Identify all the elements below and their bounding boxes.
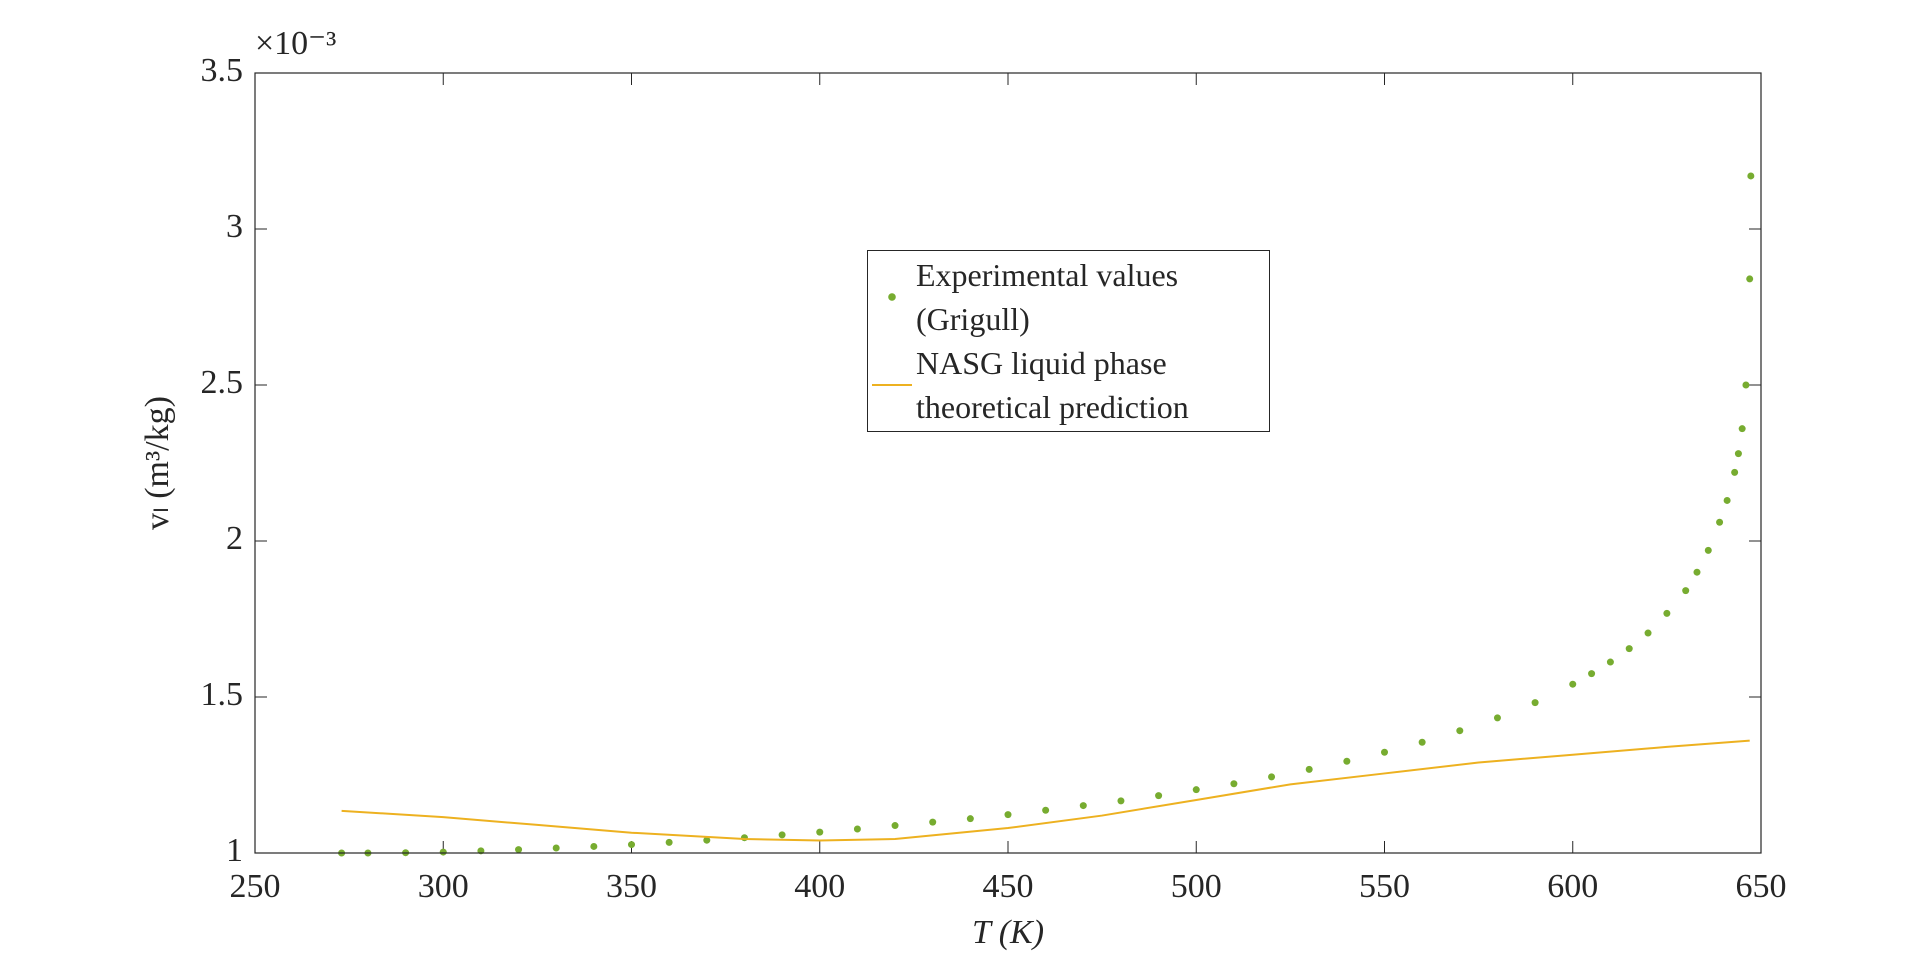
legend-entry: NASG liquid phase theoretical prediction	[868, 341, 1269, 429]
axes-box	[254, 72, 1762, 854]
point	[1606, 658, 1614, 666]
x-tick-label: 650	[1736, 868, 1787, 905]
legend-label: Experimental values (Grigull)	[916, 257, 1179, 337]
legend-entry: Experimental values (Grigull)	[868, 253, 1269, 341]
y-tick-label: 2	[226, 520, 243, 557]
x-tick-label: 600	[1547, 868, 1598, 905]
x-axis-label: T (K)	[972, 914, 1044, 951]
point	[1117, 797, 1125, 805]
point	[1734, 450, 1742, 458]
point	[1742, 381, 1750, 389]
x-tick-label: 350	[606, 868, 657, 905]
point	[515, 846, 523, 854]
legend-symbol	[872, 384, 912, 386]
legend: Experimental values (Grigull) NASG liquid…	[867, 250, 1270, 432]
point	[1738, 425, 1746, 433]
point	[590, 842, 598, 850]
point	[1079, 802, 1087, 810]
point	[665, 838, 673, 846]
legend-label: NASG liquid phase theoretical prediction	[916, 345, 1189, 425]
point	[740, 834, 748, 842]
point	[1531, 699, 1539, 707]
point	[816, 828, 824, 836]
plot-area	[255, 73, 1761, 853]
point	[1716, 518, 1724, 526]
point	[929, 818, 937, 826]
point	[1456, 727, 1464, 735]
point	[1731, 468, 1739, 476]
point	[1493, 714, 1501, 722]
point	[1746, 275, 1754, 283]
line	[341, 739, 1750, 842]
point	[1418, 738, 1426, 746]
y-tick-label: 1	[226, 832, 243, 869]
point	[1704, 546, 1712, 554]
point	[1343, 757, 1351, 765]
y-tick-label: 3.5	[201, 52, 244, 89]
point	[552, 844, 560, 852]
point	[1663, 609, 1671, 617]
point	[1747, 172, 1755, 180]
point	[628, 841, 635, 849]
point	[1305, 765, 1313, 773]
x-tick-label: 550	[1359, 868, 1410, 905]
y-tick-label: 3	[226, 208, 243, 245]
point	[853, 825, 861, 833]
point	[1682, 587, 1690, 595]
y-axis-label: vₗ (m³/kg)	[139, 396, 176, 530]
point	[703, 836, 711, 844]
y-tick-label: 1.5	[201, 676, 244, 713]
point	[439, 848, 447, 856]
y-multiplier: ×10⁻³	[255, 25, 336, 62]
x-tick-label: 500	[1171, 868, 1222, 905]
point	[966, 815, 974, 823]
x-tick-label: 250	[230, 868, 281, 905]
x-tick-label: 450	[983, 868, 1034, 905]
legend-symbol	[868, 287, 916, 307]
point	[1192, 786, 1200, 794]
point	[1693, 568, 1701, 576]
point	[778, 831, 786, 839]
point	[891, 822, 899, 830]
point	[1588, 670, 1596, 678]
y-tick-label: 2.5	[201, 364, 244, 401]
x-tick-label: 400	[794, 868, 845, 905]
x-tick-label: 300	[418, 868, 469, 905]
point	[1644, 629, 1652, 637]
point	[1569, 680, 1577, 688]
point	[1042, 806, 1050, 814]
point	[1268, 773, 1276, 781]
point	[1625, 645, 1633, 653]
point	[1004, 811, 1012, 819]
point	[1723, 496, 1731, 504]
point	[1381, 748, 1388, 756]
point	[1155, 792, 1163, 800]
point	[1230, 780, 1238, 788]
